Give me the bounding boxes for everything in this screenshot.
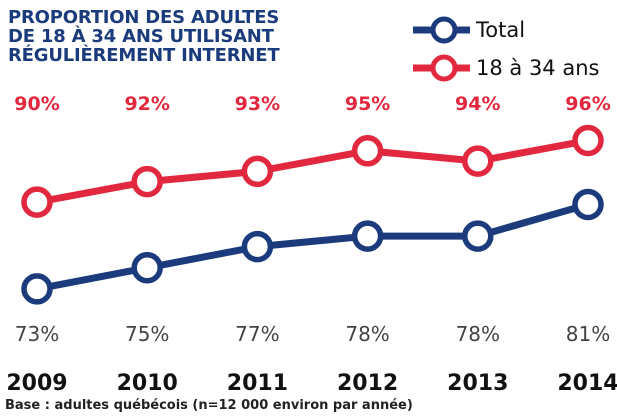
point [21, 273, 53, 305]
point [572, 124, 604, 157]
data-label: 75% [125, 322, 169, 346]
point [241, 155, 274, 188]
x-tick-label: 2013 [447, 371, 508, 396]
data-label: 92% [124, 93, 169, 115]
x-tick-label: 2012 [337, 371, 398, 396]
data-label: 94% [455, 93, 500, 115]
data-label: 78% [345, 322, 389, 346]
point [131, 165, 163, 198]
data-label: 78% [456, 322, 500, 346]
x-tick-label: 2009 [6, 371, 67, 396]
point [462, 145, 494, 177]
note: Base : adultes québécois (n=12 000 envir… [5, 398, 413, 413]
legend-marker [430, 16, 458, 44]
data-label: 96% [565, 93, 610, 115]
data-label: 77% [235, 322, 279, 346]
legend-marker [430, 54, 458, 82]
data-label: 73% [15, 322, 59, 346]
chart-title: PROPORTION DES ADULTES DE 18 À 34 ANS UT… [8, 7, 280, 66]
data-label: 93% [235, 93, 280, 115]
point [351, 220, 384, 252]
point [351, 135, 384, 167]
data-label: 90% [14, 93, 59, 115]
series-line [36, 201, 589, 293]
point [21, 186, 53, 218]
point [241, 230, 274, 263]
point [131, 252, 163, 284]
legend-label: 18 à 34 ans [476, 56, 599, 80]
point [572, 188, 604, 221]
point [462, 220, 494, 252]
series-line [36, 137, 589, 206]
x-tick-label: 2011 [227, 371, 288, 396]
x-tick-label: 2014 [557, 371, 617, 396]
x-tick-label: 2010 [117, 371, 178, 396]
data-label: 81% [566, 322, 610, 346]
data-label: 95% [345, 93, 390, 115]
legend-label: Total [475, 18, 525, 42]
